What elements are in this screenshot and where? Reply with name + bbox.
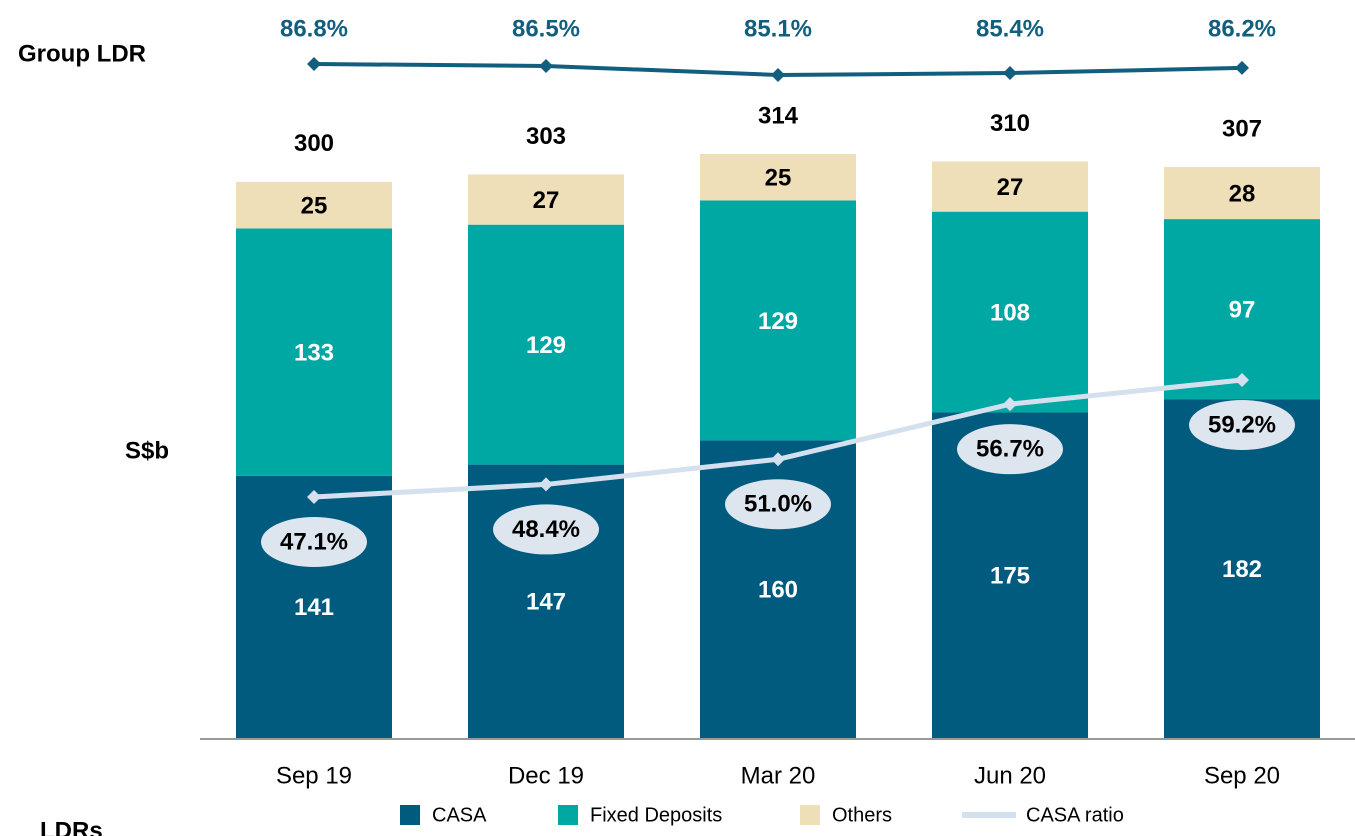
bar-segment	[1164, 219, 1320, 400]
group-ldr-marker	[539, 58, 553, 73]
bar-segment	[932, 161, 1088, 212]
total-label: 310	[990, 110, 1030, 137]
legend-label: CASA	[432, 804, 487, 826]
legend-swatch	[400, 805, 420, 825]
casa-ratio-marker	[1003, 397, 1017, 412]
x-tick-label: Mar 20	[741, 762, 816, 789]
casa-ratio-label-bg	[1189, 400, 1295, 450]
bar-value-label: 129	[526, 332, 566, 359]
total-label: 303	[526, 123, 566, 150]
bar-segment	[236, 181, 392, 229]
x-tick-label: Sep 20	[1204, 762, 1280, 789]
bar-value-label: 133	[294, 339, 334, 366]
bar-segment	[236, 228, 392, 476]
bar-value-label: 147	[526, 589, 566, 616]
bar-value-label: 141	[294, 594, 334, 621]
legend-swatch	[800, 805, 820, 825]
bar-segment	[1164, 167, 1320, 220]
bar-value-label: 25	[765, 165, 792, 192]
bar-segment	[700, 200, 856, 441]
bar-segment	[468, 174, 624, 225]
legend-swatch	[558, 805, 578, 825]
casa-ratio-label: 59.2%	[1208, 411, 1276, 438]
legend-swatch	[962, 812, 1016, 818]
group-ldr-label: Group LDR	[18, 40, 146, 67]
bar-value-label: 28	[1229, 180, 1256, 207]
bar-segment	[468, 224, 624, 465]
bar-value-label: 27	[533, 187, 560, 214]
group-ldr-value-label: 86.5%	[512, 15, 580, 42]
casa-ratio-label-bg	[493, 504, 599, 555]
group-ldr-value-label: 86.8%	[280, 15, 348, 42]
group-ldr-value-label: 85.4%	[976, 15, 1044, 42]
group-ldr-marker	[1003, 66, 1017, 81]
casa-ratio-label-bg	[261, 517, 367, 567]
bar-segment	[1164, 399, 1320, 738]
casa-ratio-label: 48.4%	[512, 516, 580, 543]
x-tick-label: Sep 19	[276, 762, 352, 789]
bar-value-label: 25	[301, 192, 328, 219]
group-ldr-marker	[771, 68, 785, 82]
legend-label: Others	[832, 804, 892, 826]
group-ldr-value-label: 86.2%	[1208, 15, 1276, 42]
group-ldr-marker	[307, 57, 321, 71]
casa-ratio-marker	[307, 490, 321, 504]
casa-ratio-marker	[771, 452, 785, 467]
casa-ratio-label-bg	[725, 479, 831, 530]
casa-ratio-marker	[1235, 373, 1249, 387]
x-tick-label: Dec 19	[508, 762, 584, 789]
legend-label: Fixed Deposits	[590, 804, 722, 826]
casa-ratio-marker	[539, 477, 553, 492]
footer-label: LDRs	[40, 817, 103, 836]
group-ldr-marker	[1235, 60, 1249, 75]
bar-value-label: 108	[990, 299, 1030, 326]
total-label: 300	[294, 130, 334, 157]
y-axis-label: S$b	[125, 437, 169, 464]
total-label: 314	[758, 102, 799, 129]
casa-ratio-label: 47.1%	[280, 528, 348, 555]
bar-value-label: 27	[997, 174, 1024, 201]
total-label: 307	[1222, 115, 1262, 142]
bar-value-label: 129	[758, 308, 798, 335]
bar-value-label: 160	[758, 577, 798, 604]
legend-label: CASA ratio	[1026, 804, 1124, 826]
bar-segment	[932, 211, 1088, 413]
casa-ratio-label-bg	[957, 424, 1063, 475]
casa-ratio-label: 56.7%	[976, 436, 1044, 463]
bar-segment	[700, 154, 856, 201]
casa-ratio-label: 51.0%	[744, 491, 812, 518]
bar-value-label: 175	[990, 563, 1030, 590]
group-ldr-value-label: 85.1%	[744, 15, 812, 42]
bar-value-label: 97	[1229, 297, 1256, 324]
bar-value-label: 182	[1222, 556, 1262, 583]
x-tick-label: Jun 20	[974, 762, 1046, 789]
